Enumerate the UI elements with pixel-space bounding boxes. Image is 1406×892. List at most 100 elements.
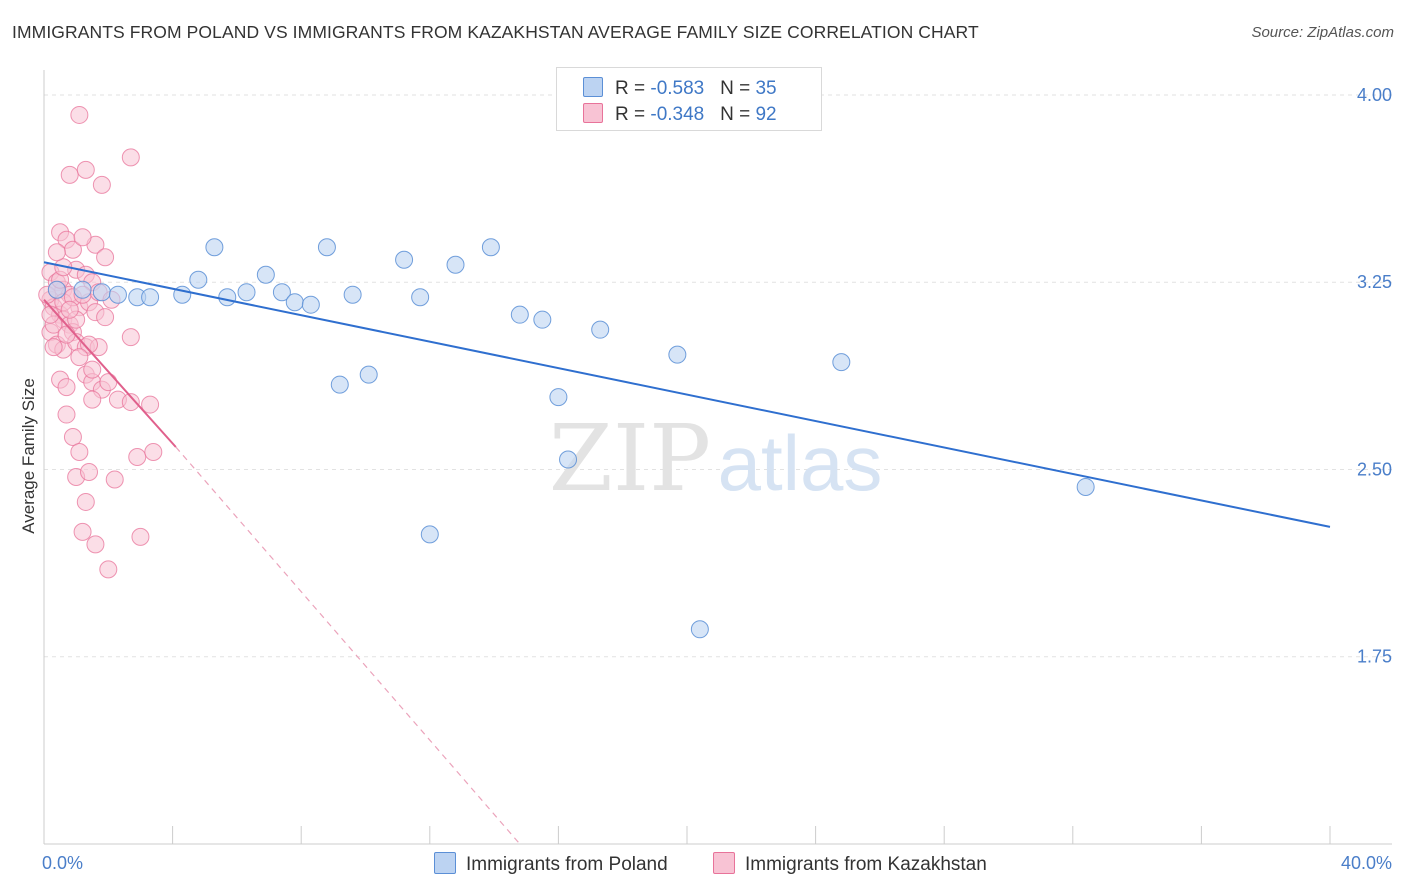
- poland-point: [108, 285, 127, 304]
- y-tick-label: 2.50: [1357, 459, 1392, 479]
- grid-lines: [44, 94, 1392, 658]
- axes: [43, 70, 1392, 845]
- kazakhstan-point: [92, 175, 111, 194]
- kazakhstan-point: [96, 248, 115, 267]
- poland-point: [510, 305, 529, 324]
- bottom-legend-poland-label: Immigrants from Poland: [466, 854, 668, 875]
- poland-point: [256, 265, 275, 284]
- source-label: Source: ZipAtlas.com: [1251, 24, 1394, 41]
- poland-point: [832, 353, 851, 372]
- watermark: ZIP atlas: [549, 405, 882, 512]
- kazakhstan-point: [47, 243, 66, 262]
- poland-point: [411, 288, 430, 307]
- y-tick-label: 1.75: [1357, 647, 1392, 667]
- legend-n-value: 35: [755, 78, 777, 99]
- kazakhstan-points: [38, 105, 163, 579]
- kazakhstan-point: [60, 165, 79, 184]
- poland-point: [446, 255, 465, 274]
- kazakhstan-point: [80, 462, 99, 481]
- kazakhstan-point: [57, 405, 76, 424]
- poland-point: [205, 238, 224, 257]
- poland-swatch: [434, 852, 456, 874]
- y-tick-label: 3.25: [1357, 272, 1392, 292]
- poland-point: [1076, 477, 1095, 496]
- poland-points: [47, 238, 1095, 639]
- poland-point: [591, 320, 610, 339]
- kazakhstan-point: [44, 338, 63, 357]
- kazakhstan-point: [57, 325, 76, 344]
- kazakhstan-trend-line: [43, 299, 177, 448]
- legend-n-value: 92: [755, 104, 777, 125]
- legend-n-label: N =: [720, 104, 756, 125]
- poland-point: [690, 620, 709, 639]
- kazakhstan-point: [131, 527, 150, 546]
- kazakhstan-point: [76, 160, 95, 179]
- kazakhstan-point: [121, 393, 140, 412]
- trend-lines: [43, 261, 1331, 845]
- poland-point: [73, 280, 92, 299]
- chart-title: IMMIGRANTS FROM POLAND VS IMMIGRANTS FRO…: [12, 22, 979, 42]
- legend-n-label: N =: [720, 78, 756, 99]
- kazakhstan-point: [144, 443, 163, 462]
- kazakhstan-point: [99, 373, 118, 392]
- poland-point: [330, 375, 349, 394]
- legend-r-value: -0.583: [650, 78, 705, 99]
- kazakhstan-point: [60, 300, 79, 319]
- x-tick-label-min: 0.0%: [42, 853, 83, 873]
- legend-row-poland: R = -0.583 N = 35: [583, 77, 777, 99]
- kazakhstan-swatch: [583, 103, 603, 123]
- y-axis-label: Average Family Size: [19, 378, 38, 534]
- poland-point: [237, 283, 256, 302]
- poland-trend-line: [43, 261, 1331, 528]
- kazakhstan-point: [70, 348, 89, 367]
- poland-point: [272, 283, 291, 302]
- kazakhstan-point: [121, 148, 140, 167]
- kazakhstan-point: [128, 448, 147, 466]
- bottom-legend-kazakhstan: Immigrants from Kazakhstan: [713, 852, 987, 876]
- kazakhstan-point: [80, 335, 99, 354]
- poland-point: [395, 250, 414, 269]
- legend-r-label: R =: [615, 78, 651, 99]
- kazakhstan-point: [105, 470, 124, 489]
- bottom-legend-kazakhstan-label: Immigrants from Kazakhstan: [745, 854, 987, 875]
- poland-point: [141, 288, 160, 307]
- kazakhstan-point: [73, 522, 92, 541]
- legend-row-kazakhstan: R = -0.348 N = 92: [583, 103, 777, 125]
- poland-point: [189, 270, 208, 289]
- kazakhstan-point: [99, 560, 118, 579]
- kazakhstan-point: [83, 390, 102, 409]
- kazakhstan-point: [76, 492, 95, 511]
- poland-point: [359, 365, 378, 384]
- kazakhstan-swatch: [713, 852, 735, 874]
- kazakhstan-point: [86, 535, 105, 554]
- bottom-legend-poland: Immigrants from Poland: [434, 852, 668, 876]
- kazakhstan-point: [141, 395, 160, 414]
- x-tick-label-max: 40.0%: [1341, 853, 1392, 873]
- kazakhstan-point: [121, 328, 140, 347]
- poland-point: [668, 345, 687, 364]
- kazakhstan-point: [96, 308, 115, 327]
- poland-point: [420, 525, 439, 544]
- poland-point: [301, 295, 320, 314]
- kazakhstan-trend-extension: [175, 446, 521, 845]
- watermark-atlas: atlas: [718, 419, 883, 507]
- poland-point: [481, 238, 500, 257]
- poland-point: [533, 310, 552, 329]
- poland-point: [317, 238, 336, 257]
- poland-point: [285, 293, 304, 312]
- kazakhstan-point: [70, 443, 89, 462]
- poland-point: [47, 280, 66, 299]
- y-tick-label: 4.00: [1357, 85, 1392, 105]
- poland-swatch: [583, 77, 603, 97]
- kazakhstan-point: [73, 228, 92, 247]
- kazakhstan-point: [83, 360, 102, 379]
- tick-labels: 1.75 2.50 3.25 4.00 0.0% 40.0%: [42, 85, 1392, 873]
- poland-point: [559, 450, 578, 469]
- poland-point: [92, 283, 111, 302]
- kazakhstan-point: [57, 378, 76, 397]
- kazakhstan-point: [70, 105, 89, 124]
- poland-point: [218, 288, 237, 307]
- poland-point: [343, 285, 362, 304]
- kazakhstan-point: [63, 428, 82, 447]
